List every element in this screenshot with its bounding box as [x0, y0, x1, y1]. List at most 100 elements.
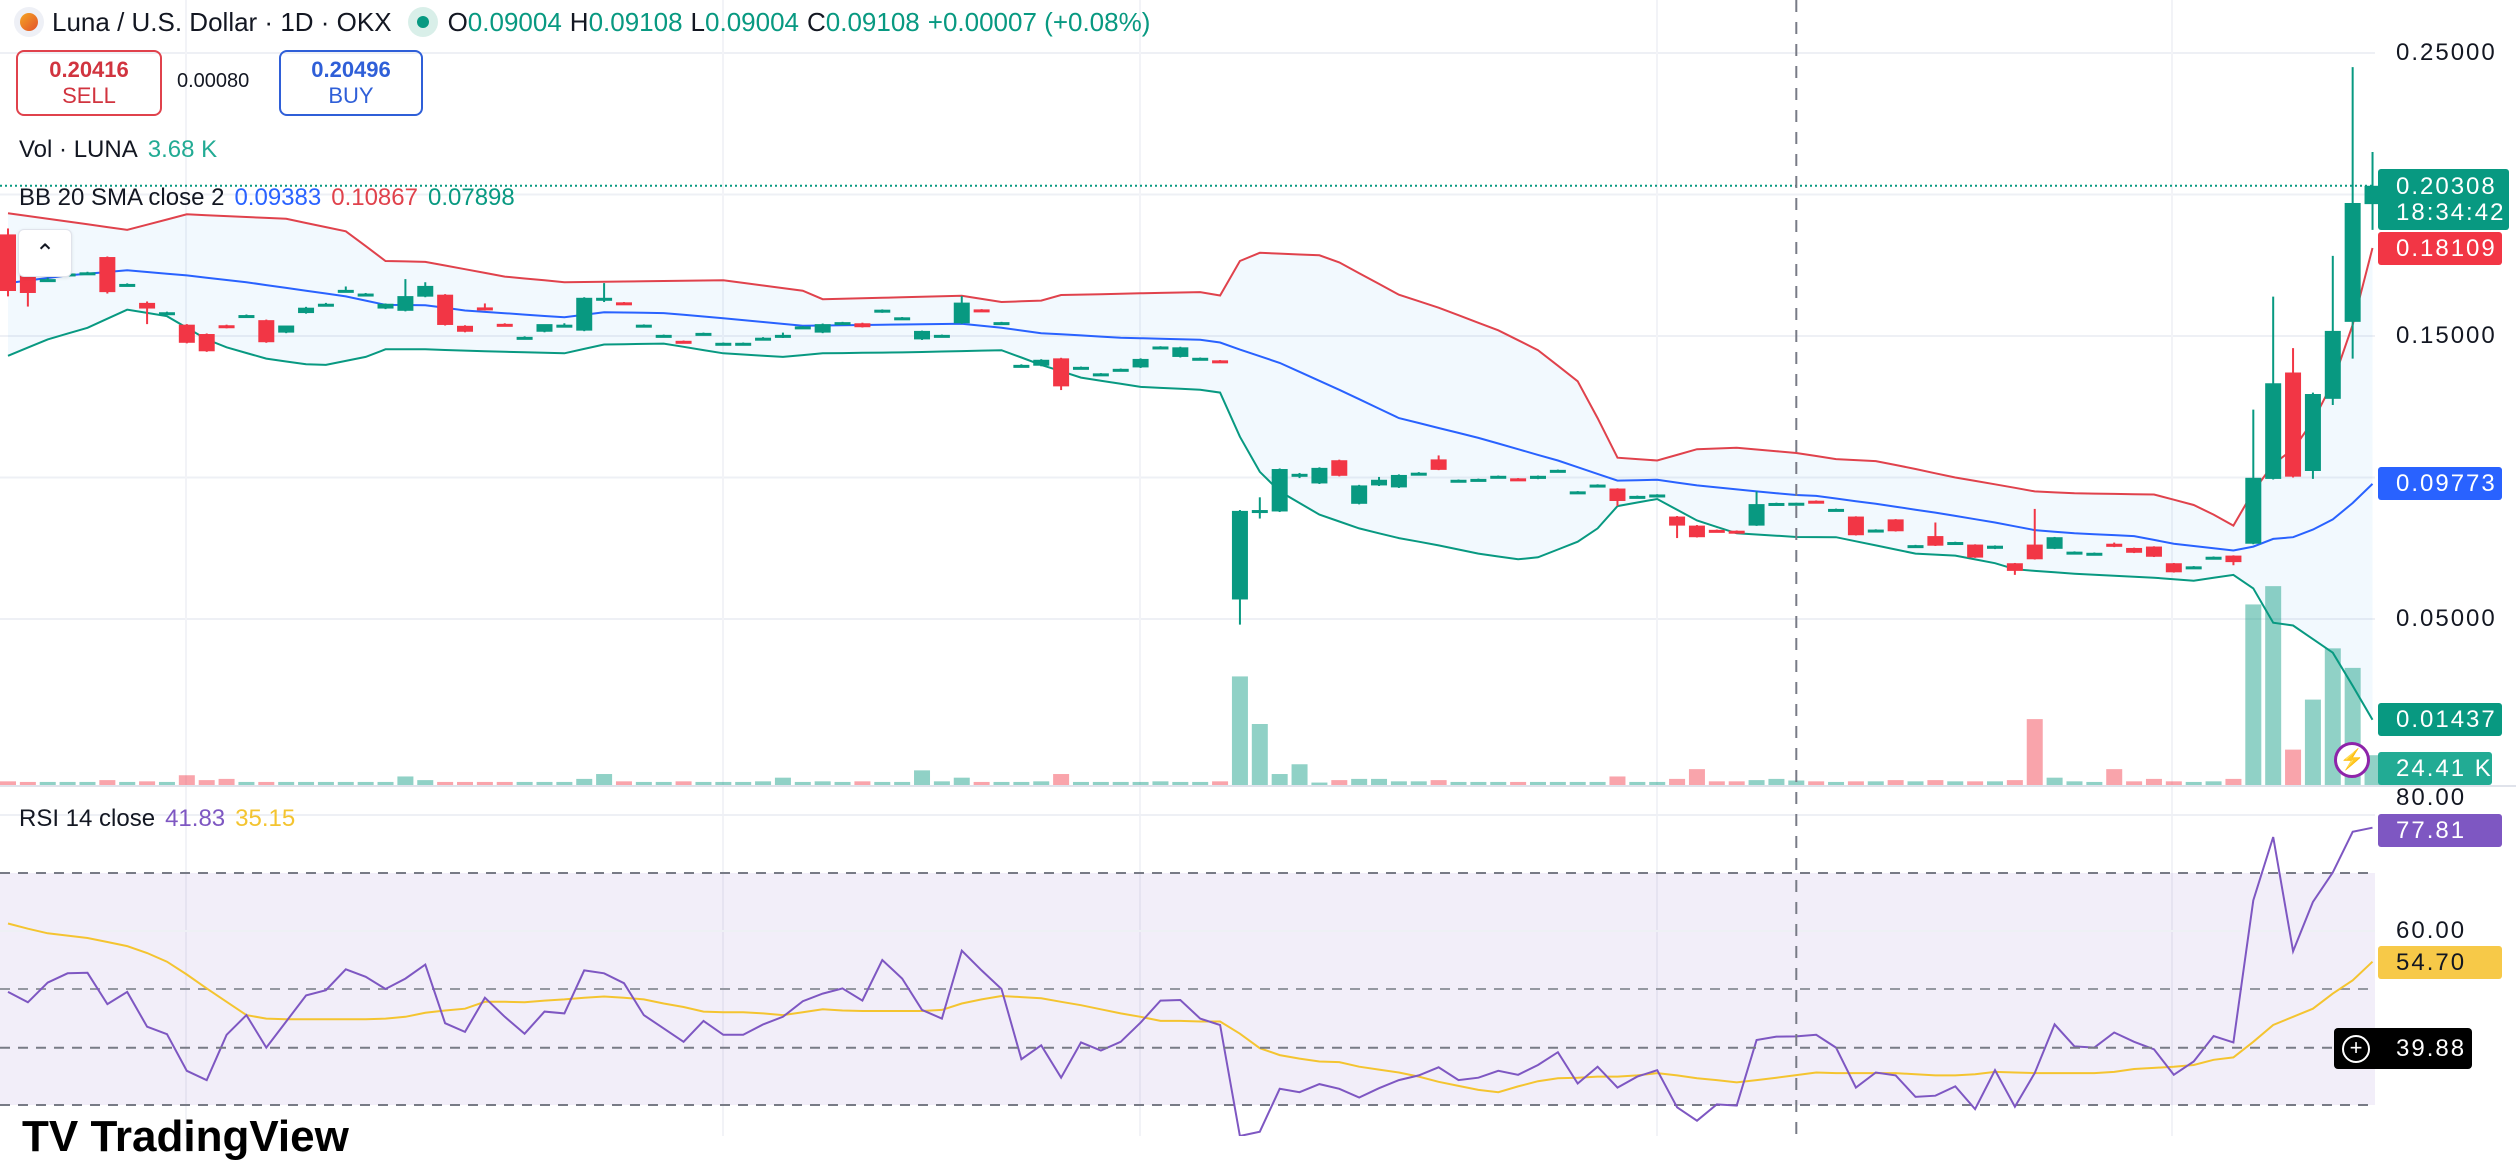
candle-body: [2165, 563, 2182, 573]
volume-bar: [953, 777, 970, 785]
volume-bar: [2265, 586, 2282, 785]
price-tick: 0.25000: [2396, 39, 2497, 66]
volume-bar: [1112, 781, 1129, 785]
volume-bar: [1033, 781, 1050, 785]
market-status-icon[interactable]: [407, 7, 438, 37]
lightning-icon[interactable]: ⚡: [2334, 742, 2370, 778]
rsi-legend[interactable]: RSI 14 close 41.83 35.15: [19, 805, 295, 833]
candle-body: [794, 326, 811, 330]
candle-body: [635, 324, 652, 328]
volume-bar: [874, 781, 891, 785]
candle-body: [1092, 373, 1109, 377]
volume-bar: [2106, 769, 2123, 785]
tradingview-logo-icon: TV: [22, 1112, 79, 1161]
candle-body: [437, 294, 454, 325]
chart-canvas[interactable]: [0, 0, 2516, 1136]
bb-upper-label: 0.18109: [2378, 232, 2502, 265]
candle-body: [1967, 544, 1984, 558]
candle-body: [2106, 543, 2123, 547]
volume-bar: [1231, 676, 1248, 785]
volume-bar: [1947, 781, 1964, 785]
candle-body: [1072, 366, 1089, 370]
candle-body: [1768, 502, 1785, 506]
volume-bar: [1430, 780, 1447, 785]
rsi-band-fill: [0, 873, 2375, 1105]
volume-bar: [615, 781, 632, 785]
volume-bar: [139, 781, 156, 785]
candle-body: [2185, 566, 2202, 570]
volume-bar: [238, 781, 255, 785]
volume-bar: [198, 780, 215, 785]
ohlc-open: O0.09004: [447, 6, 562, 37]
candle-body: [2126, 547, 2143, 553]
collapse-legend-button[interactable]: ⌃: [18, 229, 72, 277]
candle-body: [2324, 330, 2341, 399]
candle-body: [99, 257, 116, 293]
candle-body: [1351, 485, 1368, 504]
volume-bar: [1510, 781, 1527, 785]
volume-bar: [258, 781, 275, 785]
volume-bar: [1887, 780, 1904, 785]
volume-bar: [774, 777, 791, 785]
candle-body: [556, 324, 573, 328]
sell-button[interactable]: 0.20416 SELL: [16, 50, 162, 116]
volume-bar: [476, 781, 493, 785]
volume-bar: [2086, 781, 2103, 785]
volume-bar: [317, 781, 334, 785]
volume-bar: [794, 781, 811, 785]
volume-bar: [1649, 781, 1666, 785]
volume-bar: [1092, 781, 1109, 785]
ohlc-high: H0.09108: [569, 6, 683, 37]
volume-bar: [59, 781, 76, 785]
volume-bar: [973, 781, 990, 785]
volume-bar: [1470, 781, 1487, 785]
candle-body: [238, 315, 255, 319]
volume-bar: [39, 781, 56, 785]
volume-bar: [2066, 781, 2083, 785]
volume-bar: [1847, 781, 1864, 785]
volume-legend[interactable]: Vol · LUNA 3.68 K: [19, 136, 217, 164]
volume-bar: [1410, 781, 1427, 785]
volume-bar: [2205, 781, 2222, 785]
candle-body: [1212, 360, 1229, 364]
volume-bar: [2126, 781, 2143, 785]
volume-bar: [417, 780, 434, 785]
candle-body: [2145, 546, 2162, 557]
candle-body: [317, 303, 334, 307]
symbol-title[interactable]: Luna / U.S. Dollar · 1D · OKX: [52, 6, 392, 37]
candle-body: [298, 307, 315, 314]
rsi-legend-title: RSI 14 close: [19, 805, 156, 832]
volume-bar: [536, 781, 553, 785]
candle-body: [1609, 488, 1626, 501]
bb-legend-basis: 0.09383: [234, 184, 322, 211]
candle-body: [596, 297, 613, 301]
volume-bar: [1132, 781, 1149, 785]
candle-body: [1708, 529, 1725, 533]
volume-bar: [854, 781, 871, 785]
chevron-up-icon: ⌃: [34, 239, 56, 267]
volume-bar: [1788, 780, 1805, 785]
ohlc-low: L0.09004: [690, 6, 799, 37]
bb-legend[interactable]: BB 20 SMA close 2 0.09383 0.10867 0.07898: [19, 184, 515, 212]
volume-bar: [516, 781, 533, 785]
buy-button[interactable]: 0.20496 BUY: [279, 50, 423, 116]
rsi-ma-line: [7, 922, 2374, 1094]
volume-bar: [2026, 719, 2043, 785]
volume-bar: [1212, 781, 1229, 785]
candle-body: [1331, 460, 1348, 476]
candle-body: [79, 272, 96, 276]
candle-body: [377, 303, 394, 309]
volume-bar: [1609, 776, 1626, 785]
candle-body: [933, 334, 950, 338]
volume-bar: [19, 781, 36, 785]
volume-bar: [1728, 781, 1745, 785]
candle-body: [2086, 552, 2103, 556]
candle-body: [1828, 508, 1845, 512]
candle-body: [993, 322, 1010, 326]
add-alert-button[interactable]: +: [2334, 1028, 2378, 1069]
buy-label: BUY: [328, 83, 374, 108]
candle-body: [536, 324, 553, 332]
candle-body: [854, 323, 871, 328]
candle-body: [357, 293, 374, 297]
candle-body: [1231, 510, 1248, 600]
